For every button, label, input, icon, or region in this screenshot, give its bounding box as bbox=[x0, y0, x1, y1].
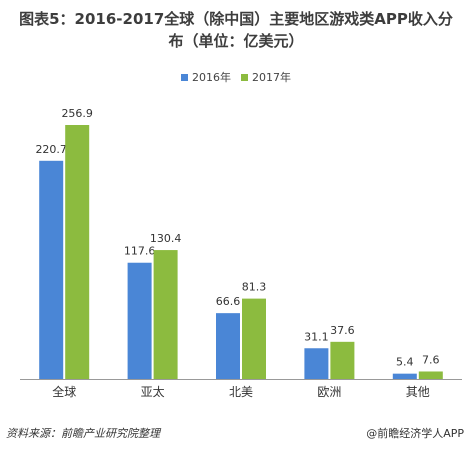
bar-其他-2017年 bbox=[418, 371, 443, 379]
x-tick-label: 亚太 bbox=[141, 384, 165, 399]
bar-全球-2017年 bbox=[65, 125, 90, 379]
legend-label-2016: 2016年 bbox=[192, 71, 231, 84]
data-label: 117.6 bbox=[124, 245, 156, 258]
data-label: 31.1 bbox=[304, 330, 329, 343]
data-label: 256.9 bbox=[61, 107, 93, 120]
x-tick-label: 北美 bbox=[229, 385, 253, 399]
legend-label-2017: 2017年 bbox=[252, 71, 291, 84]
bar-欧洲-2017年 bbox=[330, 341, 355, 379]
chart-title: 图表5：2016-2017全球（除中国）主要地区游戏类APP收入分 布（单位：亿… bbox=[0, 8, 472, 52]
data-label: 5.4 bbox=[396, 356, 414, 369]
bar-北美-2017年 bbox=[242, 298, 266, 379]
data-label: 66.6 bbox=[216, 295, 241, 308]
legend: 2016年 2017年 bbox=[0, 69, 472, 85]
bar-亚太-2017年 bbox=[153, 250, 178, 379]
legend-item-2017: 2017年 bbox=[241, 69, 291, 85]
bar-亚太-2016年 bbox=[127, 262, 152, 379]
bar-欧洲-2016年 bbox=[304, 348, 329, 379]
x-tick-label: 其他 bbox=[406, 385, 430, 399]
data-label: 7.6 bbox=[422, 353, 440, 366]
data-label: 130.4 bbox=[150, 232, 182, 245]
data-label: 81.3 bbox=[242, 281, 267, 294]
bar-全球-2016年 bbox=[39, 160, 64, 379]
title-line-1: 图表5：2016-2017全球（除中国）主要地区游戏类APP收入分 bbox=[19, 10, 453, 28]
data-label: 220.7 bbox=[35, 143, 67, 156]
source-note: 资料来源：前瞻产业研究院整理 bbox=[6, 427, 160, 440]
title-line-2: 布（单位：亿美元） bbox=[168, 32, 304, 50]
legend-swatch-2016 bbox=[181, 73, 188, 81]
x-tick-label: 欧洲 bbox=[317, 385, 341, 399]
data-label: 37.6 bbox=[330, 324, 355, 337]
legend-item-2016: 2016年 bbox=[181, 69, 231, 85]
brand-label: @前瞻经济学人APP bbox=[366, 427, 464, 440]
bar-北美-2016年 bbox=[216, 313, 240, 379]
x-tick-label: 全球 bbox=[52, 384, 76, 399]
bar-其他-2016年 bbox=[392, 373, 417, 379]
legend-swatch-2017 bbox=[241, 73, 248, 81]
